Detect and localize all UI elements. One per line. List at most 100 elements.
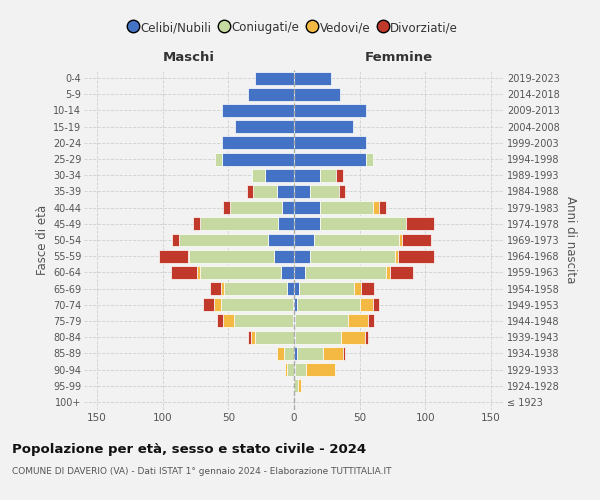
Bar [293,298,294,311]
Bar [281,266,294,279]
Bar [294,72,331,85]
Bar [386,266,390,279]
Bar [254,330,294,344]
Bar [251,330,254,344]
Bar [294,250,310,262]
Bar [310,185,338,198]
Bar [296,298,359,311]
Bar [188,250,189,262]
Bar [223,314,233,328]
Bar [365,330,367,344]
Bar [359,298,373,311]
Bar [235,120,294,133]
Bar [320,169,336,181]
Bar [320,201,373,214]
Bar [268,234,294,246]
Bar [295,314,348,328]
Bar [401,234,431,246]
Bar [310,250,395,262]
Bar [294,218,320,230]
Bar [274,250,294,262]
Bar [199,266,281,279]
Y-axis label: Fasce di età: Fasce di età [35,205,49,275]
Bar [277,185,294,198]
Bar [306,363,335,376]
Bar [361,282,374,295]
Bar [215,152,222,166]
Bar [323,347,343,360]
Text: COMUNE DI DAVERIO (VA) - Dati ISTAT 1° gennaio 2024 - Elaborazione TUTTITALIA.IT: COMUNE DI DAVERIO (VA) - Dati ISTAT 1° g… [12,468,392,476]
Bar [287,363,294,376]
Bar [199,218,278,230]
Bar [343,347,345,360]
Bar [399,234,401,246]
Bar [223,201,230,214]
Bar [294,363,295,376]
Text: Popolazione per età, sesso e stato civile - 2024: Popolazione per età, sesso e stato civil… [12,442,366,456]
Bar [294,298,296,311]
Bar [222,104,294,117]
Bar [287,282,294,295]
Bar [336,169,343,181]
Bar [341,330,365,344]
Bar [248,330,251,344]
Bar [379,201,386,214]
Bar [367,314,374,328]
Bar [294,314,295,328]
Bar [320,218,406,230]
Bar [373,298,379,311]
Bar [294,185,310,198]
Bar [214,298,221,311]
Bar [314,234,399,246]
Bar [294,136,366,149]
Bar [285,363,287,376]
Bar [294,120,353,133]
Bar [172,234,179,246]
Text: Maschi: Maschi [163,50,215,64]
Bar [390,266,413,279]
Bar [398,250,434,262]
Bar [233,314,293,328]
Bar [189,250,274,262]
Bar [284,347,294,360]
Bar [222,136,294,149]
Bar [253,185,277,198]
Bar [210,282,221,295]
Bar [406,218,434,230]
Bar [395,250,398,262]
Bar [277,347,284,360]
Bar [373,201,379,214]
Bar [355,282,361,295]
Bar [294,104,366,117]
Bar [296,347,323,360]
Bar [179,234,268,246]
Bar [159,250,188,262]
Bar [295,363,306,376]
Bar [299,282,355,295]
Bar [170,266,197,279]
Bar [294,379,298,392]
Bar [348,314,367,328]
Bar [247,185,253,198]
Bar [294,152,366,166]
Bar [338,185,345,198]
Bar [366,152,373,166]
Y-axis label: Anni di nascita: Anni di nascita [564,196,577,284]
Bar [265,169,294,181]
Bar [294,282,299,295]
Bar [278,218,294,230]
Legend: Celibi/Nubili, Coniugati/e, Vedovi/e, Divorziati/e: Celibi/Nubili, Coniugati/e, Vedovi/e, Di… [125,16,463,39]
Bar [282,201,294,214]
Bar [203,298,214,311]
Bar [294,234,314,246]
Bar [224,282,287,295]
Bar [254,72,294,85]
Bar [294,330,295,344]
Bar [252,169,265,181]
Bar [298,379,301,392]
Bar [230,201,282,214]
Text: Femmine: Femmine [365,50,433,64]
Bar [294,347,296,360]
Bar [248,88,294,101]
Bar [293,314,294,328]
